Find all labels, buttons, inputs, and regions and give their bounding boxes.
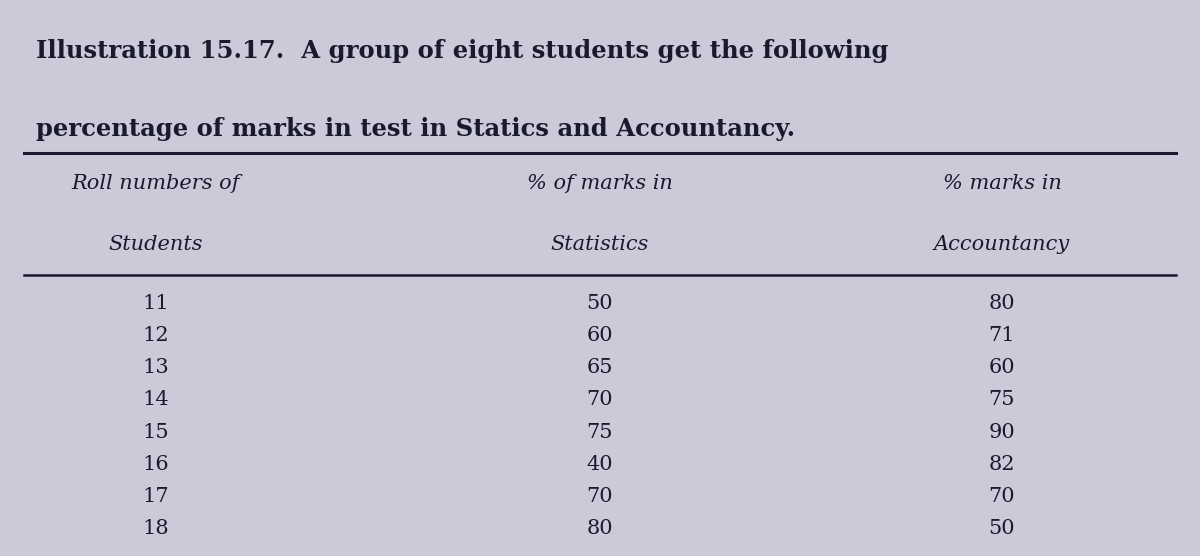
Text: % of marks in: % of marks in xyxy=(527,174,673,193)
Text: Statistics: Statistics xyxy=(551,235,649,254)
Text: 50: 50 xyxy=(587,294,613,312)
Text: 60: 60 xyxy=(587,326,613,345)
Text: 15: 15 xyxy=(143,423,169,441)
Text: 40: 40 xyxy=(587,455,613,474)
Text: 70: 70 xyxy=(587,487,613,506)
Text: 60: 60 xyxy=(989,358,1015,377)
Text: 13: 13 xyxy=(143,358,169,377)
Text: Accountancy: Accountancy xyxy=(934,235,1070,254)
Text: % marks in: % marks in xyxy=(942,174,1062,193)
Text: 14: 14 xyxy=(143,390,169,409)
Text: 17: 17 xyxy=(143,487,169,506)
Text: Illustration 15.17.  A group of eight students get the following: Illustration 15.17. A group of eight stu… xyxy=(36,39,888,63)
Text: 16: 16 xyxy=(143,455,169,474)
Text: 70: 70 xyxy=(989,487,1015,506)
Text: 18: 18 xyxy=(143,519,169,538)
Text: 82: 82 xyxy=(989,455,1015,474)
Text: 80: 80 xyxy=(989,294,1015,312)
Text: 90: 90 xyxy=(989,423,1015,441)
Text: Roll numbers of: Roll numbers of xyxy=(72,174,240,193)
Text: 75: 75 xyxy=(587,423,613,441)
Text: percentage of marks in test in Statics and Accountancy.: percentage of marks in test in Statics a… xyxy=(36,117,796,141)
Text: 65: 65 xyxy=(587,358,613,377)
Text: 12: 12 xyxy=(143,326,169,345)
Text: 71: 71 xyxy=(989,326,1015,345)
Text: 50: 50 xyxy=(989,519,1015,538)
Text: 80: 80 xyxy=(587,519,613,538)
Text: Students: Students xyxy=(109,235,203,254)
Text: 11: 11 xyxy=(143,294,169,312)
Text: 75: 75 xyxy=(989,390,1015,409)
Text: 70: 70 xyxy=(587,390,613,409)
